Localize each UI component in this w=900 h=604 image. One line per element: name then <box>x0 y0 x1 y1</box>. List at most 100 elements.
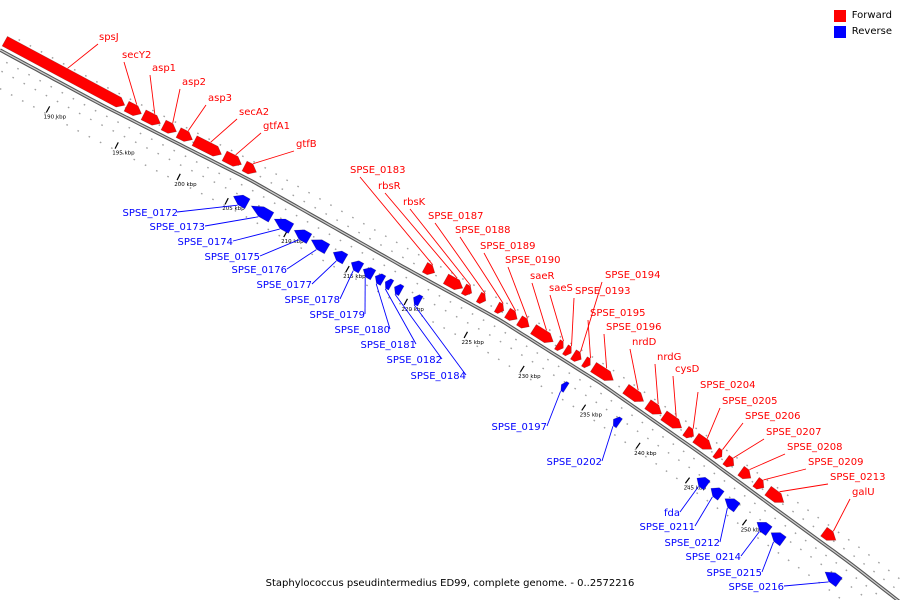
gene-label-SPSE_0194[interactable]: SPSE_0194 <box>605 270 661 281</box>
gene-SPSE_0173[interactable] <box>251 206 274 222</box>
gene-SPSE_0174[interactable] <box>274 219 294 233</box>
gene-SPSE_0204[interactable] <box>683 426 694 438</box>
gene-SPSE_0182[interactable] <box>394 284 404 296</box>
gene-SPSE_0180[interactable] <box>375 274 386 286</box>
gene-label-SPSE_0202[interactable]: SPSE_0202 <box>547 457 603 468</box>
gene-SPSE_0208[interactable] <box>738 466 751 479</box>
gene-label-fda[interactable]: fda <box>664 508 680 519</box>
gene-label-SPSE_0188[interactable]: SPSE_0188 <box>455 225 511 236</box>
gene-SPSE_0193[interactable] <box>562 345 571 356</box>
gene-label-nrdG[interactable]: nrdG <box>657 352 681 363</box>
gene-SPSE_0187[interactable] <box>476 292 486 304</box>
gene-label-SPSE_0175[interactable]: SPSE_0175 <box>205 252 261 263</box>
gene-rbsR[interactable] <box>443 274 463 290</box>
gene-galU[interactable] <box>821 527 836 540</box>
gene-label-SPSE_0208[interactable]: SPSE_0208 <box>787 442 843 453</box>
gene-label-rbsR[interactable]: rbsR <box>378 181 401 192</box>
gene-spsJ[interactable] <box>2 36 125 107</box>
connector-SPSE_0202 <box>602 426 613 461</box>
gene-label-SPSE_0179[interactable]: SPSE_0179 <box>310 310 366 321</box>
gene-label-rbsK[interactable]: rbsK <box>403 197 426 208</box>
gene-label-SPSE_0176[interactable]: SPSE_0176 <box>232 265 288 276</box>
connector-asp3 <box>188 105 206 131</box>
gene-SPSE_0202[interactable] <box>613 417 622 428</box>
tick-mark <box>177 174 180 180</box>
gene-secY2[interactable] <box>124 101 142 115</box>
tick-label: 235 kbp <box>580 413 603 419</box>
gene-label-SPSE_0204[interactable]: SPSE_0204 <box>700 380 756 391</box>
gene-SPSE_0176[interactable] <box>311 240 330 254</box>
gene-label-SPSE_0214[interactable]: SPSE_0214 <box>686 552 742 563</box>
gene-label-SPSE_0197[interactable]: SPSE_0197 <box>492 422 548 433</box>
gene-label-spsJ[interactable]: spsJ <box>99 32 119 43</box>
connector-SPSE_0174 <box>233 229 280 241</box>
gene-label-saeR[interactable]: saeR <box>530 271 554 282</box>
gene-asp3[interactable] <box>176 128 193 142</box>
gene-label-SPSE_0182[interactable]: SPSE_0182 <box>387 355 443 366</box>
gene-label-SPSE_0209[interactable]: SPSE_0209 <box>808 457 864 468</box>
gene-label-SPSE_0206[interactable]: SPSE_0206 <box>745 411 801 422</box>
gene-label-SPSE_0187[interactable]: SPSE_0187 <box>428 211 484 222</box>
gene-rbsK[interactable] <box>461 284 472 296</box>
gene-label-SPSE_0180[interactable]: SPSE_0180 <box>335 325 391 336</box>
gene-label-SPSE_0193[interactable]: SPSE_0193 <box>575 286 631 297</box>
gene-SPSE_0215[interactable] <box>771 533 786 546</box>
legend-forward[interactable]: Forward <box>834 8 892 23</box>
gene-asp1[interactable] <box>141 110 161 125</box>
gene-gtfA1[interactable] <box>222 151 242 166</box>
gene-label-asp1[interactable]: asp1 <box>152 63 176 74</box>
tick-mark <box>346 266 349 272</box>
forward-label: Forward <box>852 10 892 21</box>
gene-label-SPSE_0178[interactable]: SPSE_0178 <box>285 295 341 306</box>
gene-label-galU[interactable]: galU <box>852 487 875 498</box>
gene-label-SPSE_0184[interactable]: SPSE_0184 <box>411 371 467 382</box>
gene-label-asp3[interactable]: asp3 <box>208 93 232 104</box>
gene-SPSE_0213[interactable] <box>765 486 784 502</box>
gene-label-SPSE_0196[interactable]: SPSE_0196 <box>606 322 662 333</box>
gene-asp2[interactable] <box>161 120 177 133</box>
gene-label-SPSE_0207[interactable]: SPSE_0207 <box>766 427 822 438</box>
gene-label-SPSE_0211[interactable]: SPSE_0211 <box>640 522 696 533</box>
gene-SPSE_0195[interactable] <box>581 357 590 368</box>
legend-reverse[interactable]: Reverse <box>834 24 892 39</box>
gene-label-SPSE_0183[interactable]: SPSE_0183 <box>350 165 406 176</box>
gene-SPSE_0209[interactable] <box>753 477 764 489</box>
gene-label-SPSE_0212[interactable]: SPSE_0212 <box>665 538 721 549</box>
gene-SPSE_0207[interactable] <box>723 455 734 467</box>
gene-label-asp2[interactable]: asp2 <box>182 77 206 88</box>
gene-SPSE_0211[interactable] <box>711 488 724 501</box>
connector-SPSE_0176 <box>287 250 316 269</box>
gene-label-secY2[interactable]: secY2 <box>122 50 151 61</box>
gene-label-SPSE_0189[interactable]: SPSE_0189 <box>480 241 536 252</box>
gene-label-SPSE_0172[interactable]: SPSE_0172 <box>123 208 179 219</box>
gene-label-SPSE_0205[interactable]: SPSE_0205 <box>722 396 778 407</box>
gene-label-SPSE_0190[interactable]: SPSE_0190 <box>505 255 561 266</box>
gene-label-SPSE_0173[interactable]: SPSE_0173 <box>150 222 206 233</box>
gene-label-SPSE_0181[interactable]: SPSE_0181 <box>361 340 417 351</box>
gene-label-gtfB[interactable]: gtfB <box>296 139 317 150</box>
tick-mark <box>582 405 586 411</box>
gene-SPSE_0205[interactable] <box>693 433 712 449</box>
gene-SPSE_0197[interactable] <box>561 382 569 393</box>
gene-label-SPSE_0195[interactable]: SPSE_0195 <box>590 308 646 319</box>
gene-label-cysD[interactable]: cysD <box>675 364 700 375</box>
tick-mark <box>464 332 467 338</box>
gene-label-secA2[interactable]: secA2 <box>239 107 269 118</box>
gene-label-gtfA1[interactable]: gtfA1 <box>263 121 290 132</box>
gene-label-SPSE_0213[interactable]: SPSE_0213 <box>830 472 886 483</box>
gene-label-SPSE_0174[interactable]: SPSE_0174 <box>178 237 234 248</box>
gene-label-nrdD[interactable]: nrdD <box>632 337 657 348</box>
gene-nrdG[interactable] <box>645 400 662 415</box>
gene-SPSE_0194[interactable] <box>570 350 581 362</box>
connector-SPSE_0197 <box>547 391 561 426</box>
gene-SPSE_0183[interactable] <box>422 262 435 274</box>
gene-label-SPSE_0177[interactable]: SPSE_0177 <box>257 280 313 291</box>
tick-label: 215 kbp <box>343 274 366 280</box>
gene-label-saeS[interactable]: saeS <box>549 283 573 294</box>
gene-SPSE_0184[interactable] <box>413 295 423 307</box>
gene-SPSE_0181[interactable] <box>385 279 394 290</box>
reverse-label: Reverse <box>852 26 892 37</box>
gene-SPSE_0206[interactable] <box>713 448 723 459</box>
